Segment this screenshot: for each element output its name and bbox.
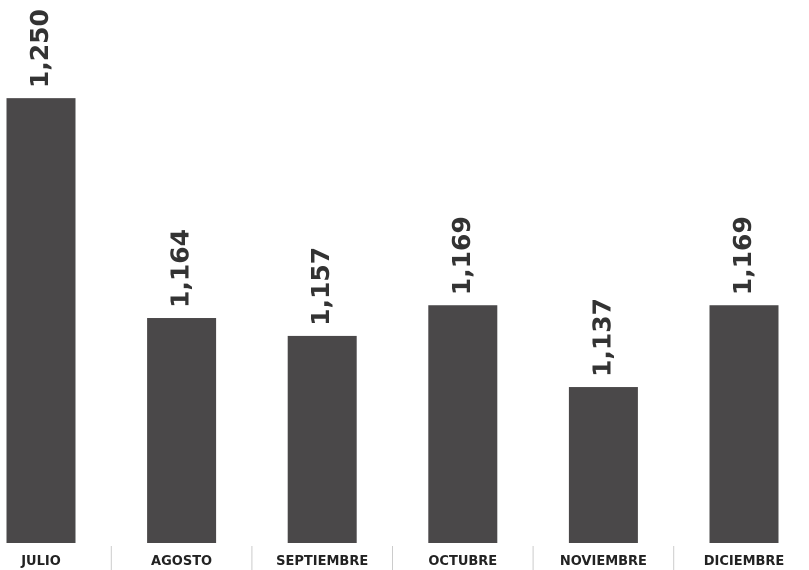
- bar: [147, 318, 217, 543]
- value-label: 1,137: [587, 298, 616, 377]
- bar: [287, 335, 357, 543]
- value-label: 1,169: [728, 216, 757, 295]
- value-label: 1,169: [447, 216, 476, 295]
- bar: [428, 305, 498, 543]
- x-tick-label: JULIO: [20, 554, 61, 569]
- x-tick-label: SEPTIEMBRE: [276, 554, 368, 569]
- x-tick-label: AGOSTO: [151, 554, 212, 569]
- bar: [6, 98, 76, 543]
- bar: [709, 305, 779, 543]
- x-tick-label: NOVIEMBRE: [560, 554, 647, 569]
- value-label: 1,164: [166, 229, 195, 308]
- value-label: 1,157: [306, 247, 335, 326]
- value-label: 1,250: [25, 9, 54, 88]
- x-tick-label: OCTUBRE: [428, 554, 497, 569]
- x-tick-label: DICIEMBRE: [704, 554, 785, 569]
- bar: [568, 387, 638, 543]
